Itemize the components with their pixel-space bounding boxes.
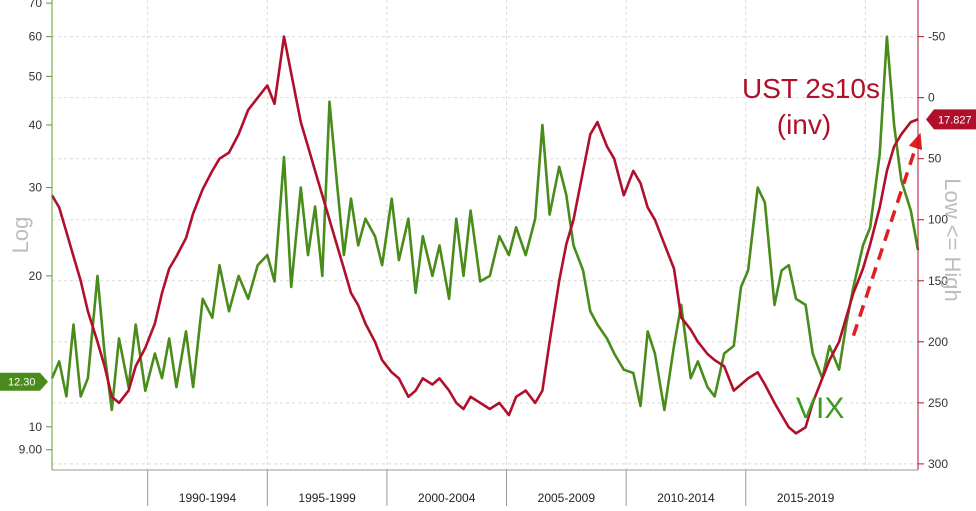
x-axis-category-label: 2010-2014 bbox=[657, 491, 715, 505]
ust-annotation-line-1: UST 2s10s bbox=[742, 73, 880, 104]
left-axis-tick-label: 40 bbox=[29, 118, 43, 132]
x-axis-category-label: 2015-2019 bbox=[777, 491, 835, 505]
axes: 9.00 10 20 30 40 50 60 70 -50 0 50 100 150 200 250 300 1… bbox=[19, 0, 948, 506]
ust-annotation-line-2: (inv) bbox=[777, 109, 831, 140]
left-axis-tick-label: 70 bbox=[29, 0, 43, 10]
right-axis-tick-label: 250 bbox=[928, 396, 948, 410]
grid-lines bbox=[52, 0, 918, 470]
vix-last-value-text: 12.30 bbox=[8, 377, 36, 389]
left-axis-tick-label: 50 bbox=[29, 69, 43, 83]
left-axis-tick-label: 10 bbox=[29, 420, 43, 434]
last-value-tags: 12.30 17.827 bbox=[0, 109, 976, 391]
left-axis-tick-label: 60 bbox=[29, 30, 43, 44]
right-axis-tick-label: 0 bbox=[928, 91, 935, 105]
left-axis-tick-label: 30 bbox=[29, 181, 43, 195]
right-axis-tick-label: 200 bbox=[928, 335, 948, 349]
right-axis-tick-label: 300 bbox=[928, 457, 948, 471]
right-axis-tick-label: -50 bbox=[928, 30, 946, 44]
arrow-head-icon bbox=[908, 132, 923, 151]
ust-last-value-text: 17.827 bbox=[938, 114, 972, 126]
left-axis-tick-label: 9.00 bbox=[19, 443, 43, 457]
x-axis-category-label: 2000-2004 bbox=[418, 491, 476, 505]
x-axis-category-label: 2005-2009 bbox=[538, 491, 596, 505]
x-axis-category-label: 1995-1999 bbox=[298, 491, 356, 505]
vix-last-value-tag bbox=[0, 372, 48, 391]
plot-lines bbox=[50, 35, 920, 435]
series-line-ust bbox=[50, 35, 919, 435]
right-axis-tick-label: 150 bbox=[928, 274, 948, 288]
ust-last-value-tag bbox=[926, 109, 976, 130]
x-axis-category-label: 1990-1994 bbox=[179, 491, 237, 505]
trend-arrow-icon bbox=[851, 139, 920, 337]
right-axis-title: Low <= High bbox=[940, 178, 965, 302]
annotations: UST 2s10s (inv) VIX bbox=[742, 73, 923, 425]
right-axis-tick-label: 50 bbox=[928, 152, 942, 166]
left-axis-title: Log bbox=[8, 217, 33, 254]
left-axis-tick-label: 20 bbox=[29, 269, 43, 283]
vix-annotation: VIX bbox=[796, 392, 844, 425]
series-line-vix bbox=[50, 35, 920, 412]
right-axis-tick-label: 100 bbox=[928, 213, 948, 227]
